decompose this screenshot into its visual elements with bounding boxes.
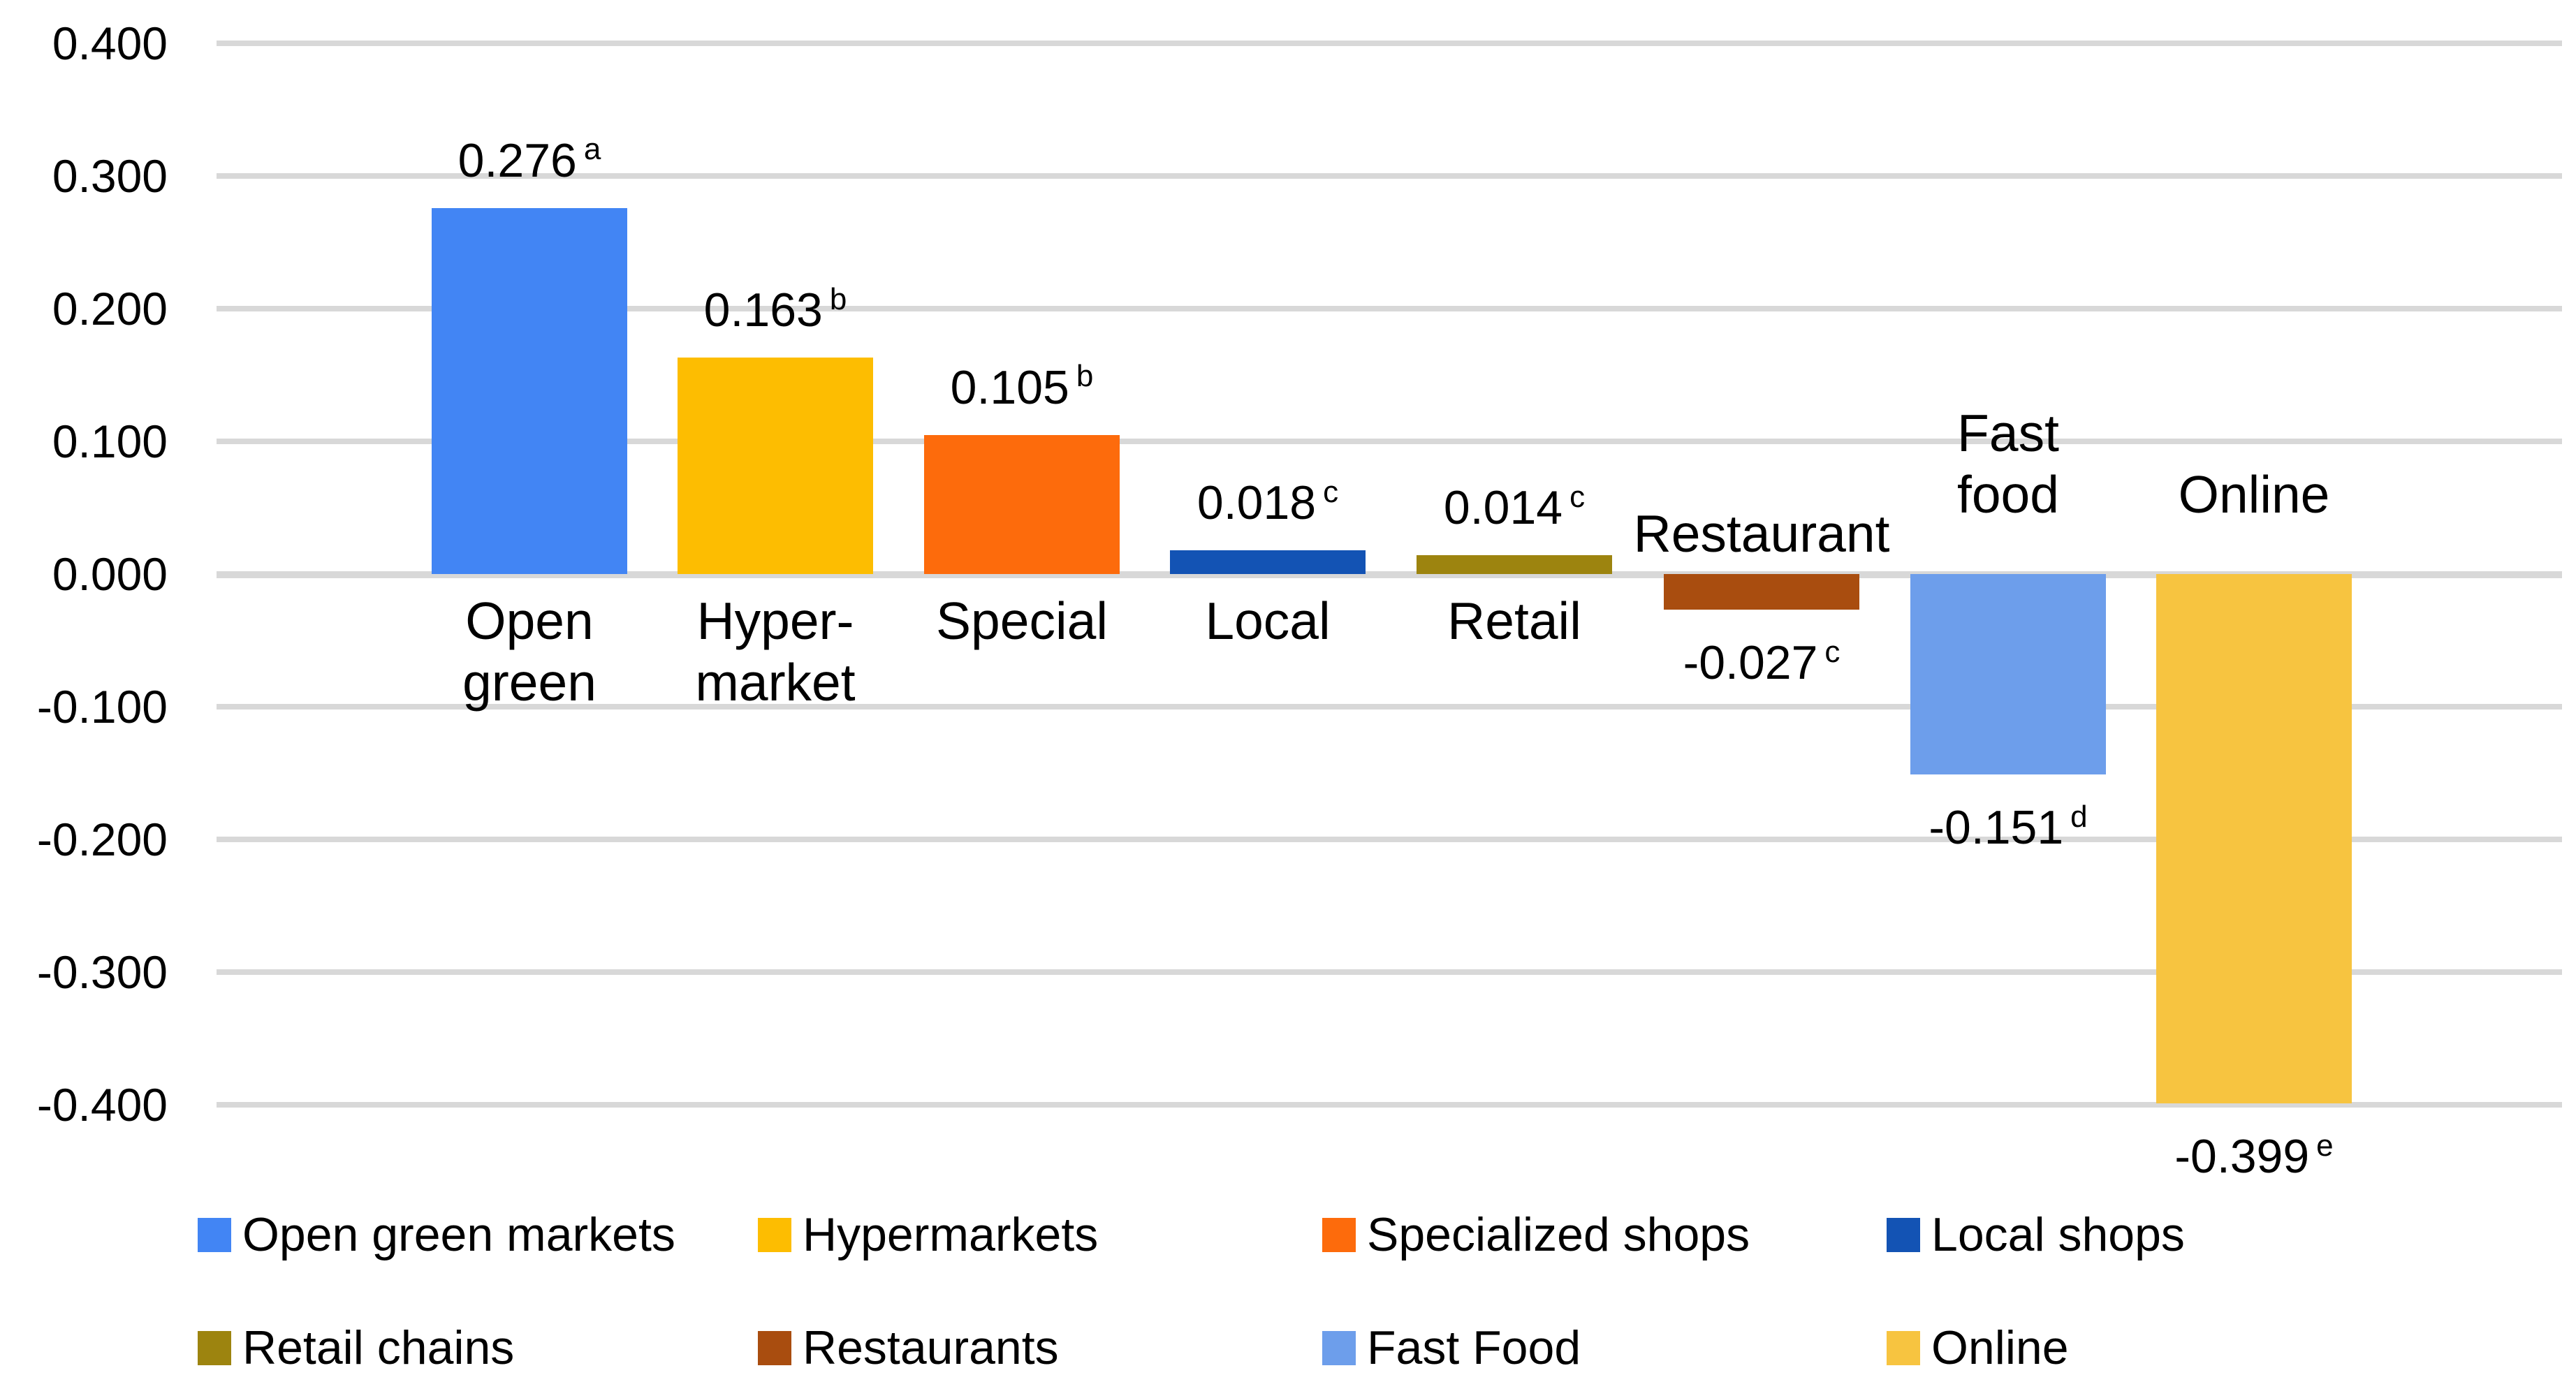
legend-swatch-local-shops	[1887, 1217, 1920, 1252]
significance-letter: c	[1824, 635, 1840, 670]
legend-item-open-green-markets: Open green markets	[198, 1203, 675, 1267]
value-label-retail: 0.014 c	[1443, 480, 1586, 535]
legend-label: Open green markets	[242, 1208, 675, 1261]
gridline	[217, 704, 2562, 710]
significance-letter: e	[2316, 1128, 2334, 1163]
legend-label: Local shops	[1931, 1208, 2185, 1261]
bar-restaurant	[1664, 574, 1859, 610]
significance-letter: b	[829, 282, 847, 317]
legend-swatch-retail-chains	[198, 1330, 231, 1365]
y-tick-label: 0.300	[52, 150, 168, 202]
y-tick-label: -0.400	[36, 1079, 168, 1131]
legend-item-retail-chains: Retail chains	[198, 1316, 514, 1380]
legend-item-local-shops: Local shops	[1887, 1203, 2185, 1267]
legend-item-specialized-shops: Specialized shops	[1322, 1203, 1750, 1267]
bar-online	[2156, 574, 2352, 1104]
legend-label: Online	[1931, 1321, 2069, 1374]
legend-label: Specialized shops	[1367, 1208, 1750, 1261]
gridline	[217, 439, 2562, 444]
category-label-special: Special	[936, 591, 1108, 650]
category-label-online: Online	[2178, 465, 2330, 524]
value-label-restaurant: -0.027 c	[1683, 635, 1840, 690]
legend-label: Fast Food	[1367, 1321, 1581, 1374]
legend-swatch-restaurants	[758, 1330, 791, 1365]
gridline	[217, 41, 2562, 46]
y-tick-label: 0.000	[52, 548, 168, 600]
value-label-open-green: 0.276 a	[458, 132, 601, 187]
y-tick-label: 0.100	[52, 416, 168, 467]
y-tick-label: -0.100	[36, 681, 168, 733]
category-label-open-green: Open green	[462, 591, 597, 712]
legend-item-online: Online	[1887, 1316, 2069, 1380]
y-tick-label: -0.200	[36, 814, 168, 865]
significance-letter: c	[1323, 474, 1339, 509]
legend-item-fast-food: Fast Food	[1322, 1316, 1581, 1380]
gridline	[217, 306, 2562, 311]
bar-special	[924, 434, 1120, 574]
category-label-hyper-market: Hyper-market	[695, 591, 856, 712]
bar-open-green	[432, 207, 627, 574]
gridline	[217, 173, 2562, 179]
y-tick-label: 0.200	[52, 283, 168, 335]
legend-item-hypermarkets: Hypermarkets	[758, 1203, 1098, 1267]
value-label-local: 0.018 c	[1196, 474, 1339, 529]
gridline	[217, 969, 2562, 975]
significance-letter: a	[583, 132, 601, 167]
legend-item-restaurants: Restaurants	[758, 1316, 1059, 1380]
category-label-fast-food: Fast food	[1957, 404, 2059, 524]
legend-swatch-online	[1887, 1330, 1920, 1365]
legend-swatch-hypermarkets	[758, 1217, 791, 1252]
gridline	[217, 571, 2562, 578]
value-label-online: -0.399 e	[2174, 1128, 2334, 1184]
significance-letter: d	[2070, 799, 2088, 834]
bar-hyper-market	[678, 358, 873, 574]
legend-label: Restaurants	[803, 1321, 1059, 1374]
legend-swatch-open-green-markets	[198, 1217, 231, 1252]
value-label-fast-food: -0.151 d	[1929, 799, 2088, 854]
bar-retail	[1417, 555, 1612, 574]
y-tick-label: -0.300	[36, 946, 168, 998]
value-label-hyper-market: 0.163 b	[703, 282, 847, 337]
bar-local	[1170, 550, 1366, 574]
gridline	[217, 1102, 2562, 1108]
category-label-local: Local	[1205, 591, 1331, 650]
significance-letter: b	[1076, 359, 1094, 394]
bar-fast-food	[1910, 574, 2106, 774]
category-label-restaurant: Restaurant	[1633, 504, 1890, 563]
value-label-special: 0.105 b	[950, 359, 1094, 414]
legend-swatch-specialized-shops	[1322, 1217, 1356, 1252]
legend-label: Retail chains	[242, 1321, 515, 1374]
y-tick-label: 0.400	[52, 17, 168, 69]
gridline	[217, 837, 2562, 842]
category-label-retail: Retail	[1447, 591, 1581, 650]
legend-swatch-fast-food	[1322, 1330, 1356, 1365]
significance-letter: c	[1569, 480, 1586, 515]
legend-label: Hypermarkets	[803, 1208, 1099, 1261]
